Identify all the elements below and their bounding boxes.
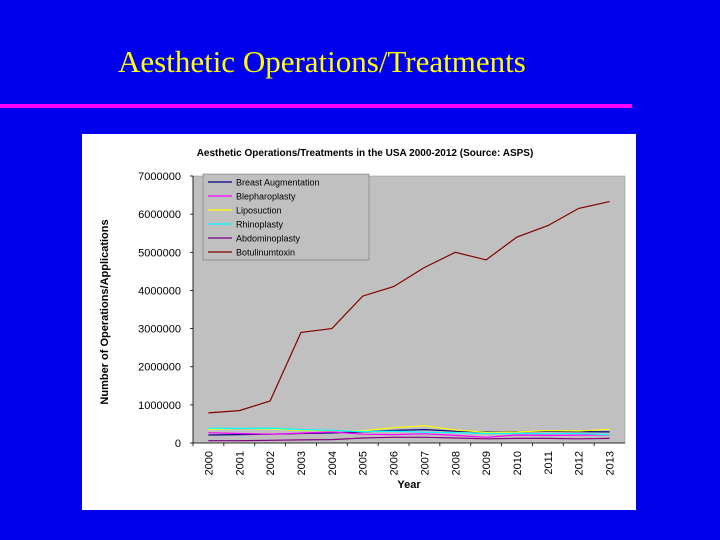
x-tick-label: 2012 xyxy=(574,451,586,475)
legend-label: Breast Augmentation xyxy=(236,178,320,188)
x-tick-label: 2003 xyxy=(296,451,308,475)
x-tick-label: 2011 xyxy=(543,451,555,475)
y-axis-label: Number of Operations/Applications xyxy=(99,219,111,404)
x-tick-label: 2002 xyxy=(265,451,277,475)
chart-frame: Aesthetic Operations/Treatments in the U… xyxy=(82,134,636,510)
series-line-botulinumtoxin xyxy=(208,201,610,414)
legend-label: Blepharoplasty xyxy=(236,192,296,202)
legend-label: Botulinumtoxin xyxy=(236,248,295,258)
x-tick-label: 2001 xyxy=(234,451,246,475)
x-tick-label: 2007 xyxy=(419,451,431,475)
y-tick-label: 7000000 xyxy=(138,171,181,183)
y-tick-label: 6000000 xyxy=(138,209,181,221)
title-rule xyxy=(0,104,632,108)
legend-label: Rhinoplasty xyxy=(236,220,284,230)
chart-title: Aesthetic Operations/Treatments in the U… xyxy=(197,148,534,159)
y-tick-label: 4000000 xyxy=(138,285,181,297)
x-tick-label: 2000 xyxy=(203,451,215,475)
x-tick-label: 2009 xyxy=(481,451,493,475)
x-tick-label: 2006 xyxy=(389,451,401,475)
legend-box xyxy=(202,173,370,261)
x-tick-label: 2005 xyxy=(358,451,370,475)
x-tick-label: 2008 xyxy=(450,451,462,475)
legend-label: Abdominoplasty xyxy=(236,234,301,244)
y-tick-label: 1000000 xyxy=(138,400,181,412)
series-line-blepharoplasty xyxy=(208,431,610,438)
line-chart: Aesthetic Operations/Treatments in the U… xyxy=(99,148,626,491)
series-line-liposuction xyxy=(208,425,610,433)
series-line-abdominoplasty xyxy=(208,436,610,442)
y-tick-label: 0 xyxy=(175,438,181,450)
series-line-rhinoplasty xyxy=(208,427,610,436)
x-axis-label: Year xyxy=(397,479,421,491)
y-tick-label: 2000000 xyxy=(138,362,181,374)
x-tick-label: 2013 xyxy=(605,451,617,475)
x-tick-label: 2004 xyxy=(327,451,339,475)
y-tick-label: 3000000 xyxy=(138,324,181,336)
x-tick-label: 2010 xyxy=(512,451,524,475)
slide-title: Aesthetic Operations/Treatments xyxy=(118,44,526,79)
y-tick-label: 5000000 xyxy=(138,247,181,259)
legend-label: Liposuction xyxy=(236,206,282,216)
